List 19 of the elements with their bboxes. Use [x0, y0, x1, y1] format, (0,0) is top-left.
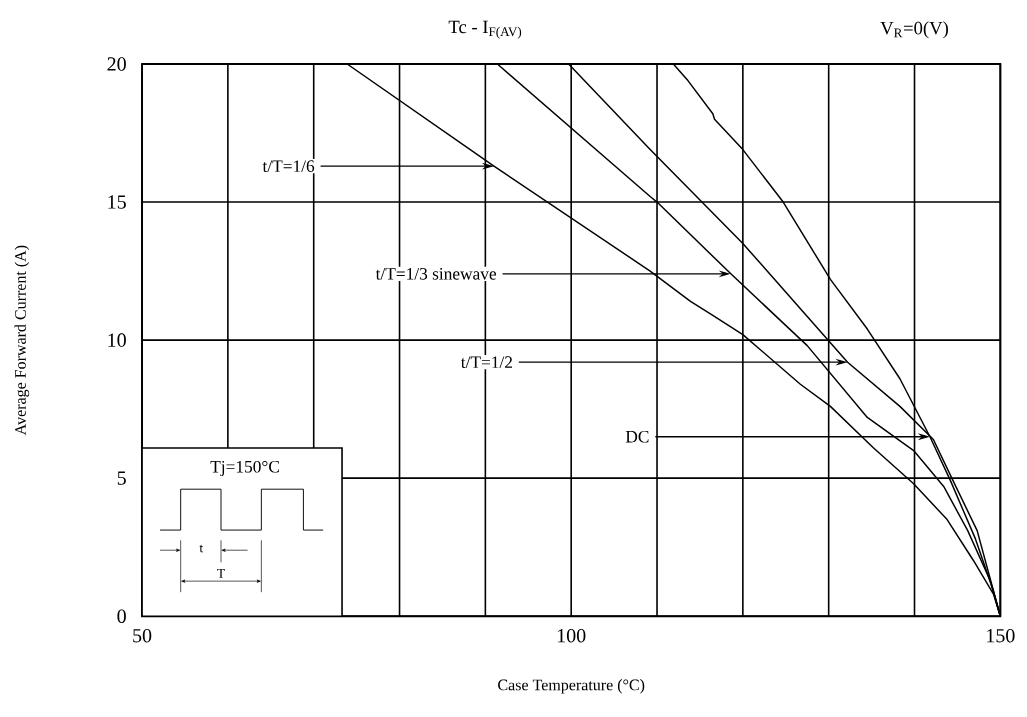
- annotation: t/T=1/3 sinewave: [375, 267, 497, 280]
- annotation: t/T=1/2: [460, 356, 513, 368]
- annotation: DC: [625, 430, 649, 443]
- x-axis-title: Case Temperature (°C): [498, 678, 645, 694]
- y-axis-title: Average Forward Current (A): [14, 245, 30, 436]
- y-tick-label: 10: [108, 333, 126, 347]
- y-tick-label: 15: [108, 195, 126, 209]
- chart-title: Tc - I$_{F(AV)}$: [448, 20, 522, 39]
- annotation: t/T=1/6: [262, 160, 315, 172]
- y-tick-label: 5: [117, 471, 126, 485]
- annotation: Tj=150°C: [210, 460, 279, 476]
- y-tick-label: 20: [107, 57, 126, 71]
- x-tick-label: 100: [557, 628, 586, 643]
- x-tick-label: 50: [133, 628, 152, 643]
- annotation: T: [217, 568, 225, 578]
- chart-subtitle: V$_{R}$=0(V): [880, 21, 949, 39]
- annotation: t: [199, 544, 204, 553]
- x-tick-label: 150: [987, 628, 1015, 643]
- y-tick-label: 0: [117, 609, 126, 623]
